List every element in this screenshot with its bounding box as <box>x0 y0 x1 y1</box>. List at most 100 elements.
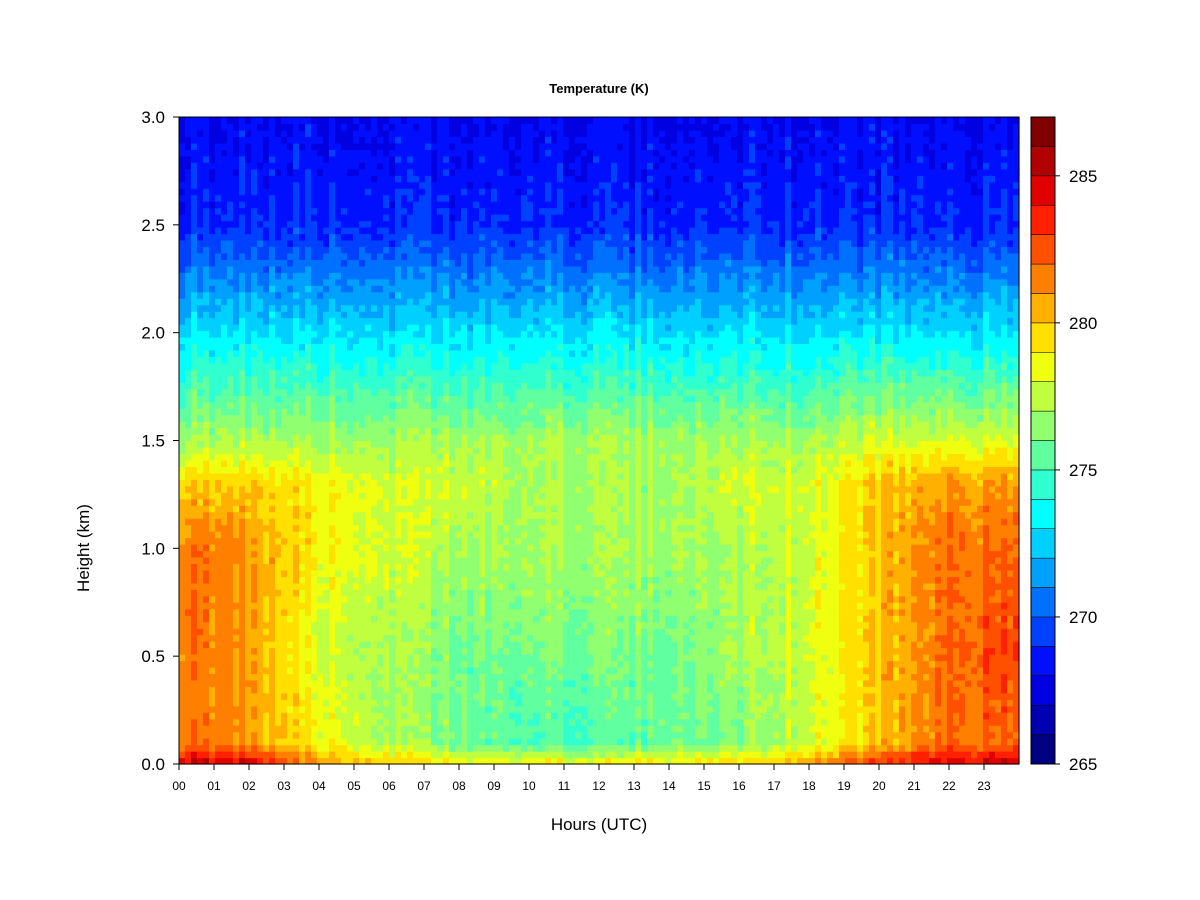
heatmap-cell <box>419 214 426 222</box>
heatmap-cell <box>239 362 246 370</box>
heatmap-cell <box>305 641 312 649</box>
heatmap-cell <box>263 233 270 241</box>
heatmap-cell <box>185 265 192 273</box>
heatmap-cell <box>377 647 384 655</box>
heatmap-cell <box>455 647 462 655</box>
heatmap-cell <box>389 427 396 435</box>
heatmap-cell <box>347 369 354 377</box>
heatmap-cell <box>473 278 480 286</box>
heatmap-cell <box>287 725 294 733</box>
heatmap-cell <box>461 362 468 370</box>
heatmap-cell <box>203 336 210 345</box>
heatmap-cell <box>269 757 276 765</box>
heatmap-cell <box>227 117 234 125</box>
heatmap-cell <box>233 414 240 422</box>
heatmap-cell <box>245 395 252 403</box>
heatmap-cell <box>197 537 204 545</box>
heatmap-cell <box>293 201 300 209</box>
heatmap-cell <box>263 421 270 429</box>
heatmap-cell <box>425 265 432 273</box>
heatmap-cell <box>263 304 270 312</box>
heatmap-cell <box>407 485 414 493</box>
heatmap-cell <box>329 686 336 694</box>
heatmap-cell <box>425 388 432 396</box>
heatmap-cell <box>197 324 204 332</box>
heatmap-cell <box>239 440 246 448</box>
heatmap-cell <box>311 582 318 590</box>
heatmap-cell <box>437 621 444 629</box>
heatmap-cell <box>215 265 222 273</box>
heatmap-cell <box>275 699 282 707</box>
heatmap-cell <box>389 725 396 733</box>
heatmap-cell <box>431 647 438 655</box>
heatmap-cell <box>311 505 318 513</box>
heatmap-cell <box>419 129 426 138</box>
heatmap-cell <box>251 744 258 752</box>
heatmap-cell <box>401 246 408 254</box>
heatmap-cell <box>239 744 246 752</box>
heatmap-cell <box>359 595 366 603</box>
heatmap-cell <box>461 188 468 196</box>
heatmap-cell <box>233 395 240 403</box>
heatmap-cell <box>245 712 252 720</box>
heatmap-cell <box>329 466 336 474</box>
heatmap-cell <box>203 349 210 357</box>
heatmap-cell <box>317 291 324 299</box>
heatmap-cell <box>281 628 288 636</box>
heatmap-cell <box>239 524 246 532</box>
heatmap-cell <box>473 472 480 480</box>
heatmap-cell <box>371 673 378 681</box>
heatmap-cell <box>221 466 228 474</box>
heatmap-cell <box>293 149 300 157</box>
heatmap-cell <box>263 369 270 377</box>
heatmap-cell <box>437 485 444 493</box>
heatmap-cell <box>311 744 318 752</box>
heatmap-cell <box>329 757 336 765</box>
heatmap-cell <box>329 511 336 519</box>
heatmap-cell <box>335 666 342 675</box>
heatmap-cell <box>455 252 462 260</box>
heatmap-cell <box>401 459 408 467</box>
heatmap-cell <box>281 544 288 552</box>
heatmap-cell <box>425 175 432 183</box>
heatmap-cell <box>353 731 360 739</box>
heatmap-cell <box>359 304 366 312</box>
heatmap-cell <box>389 207 396 215</box>
heatmap-cell <box>347 336 354 345</box>
heatmap-cell <box>383 531 390 539</box>
heatmap-cell <box>437 252 444 260</box>
heatmap-cell <box>305 757 312 765</box>
heatmap-cell <box>263 602 270 610</box>
heatmap-cell <box>191 291 198 299</box>
heatmap-cell <box>383 679 390 687</box>
heatmap-cell <box>383 408 390 416</box>
heatmap-cell <box>359 434 366 442</box>
heatmap-cell <box>281 252 288 260</box>
heatmap-cell <box>251 252 258 260</box>
heatmap-cell <box>197 265 204 273</box>
heatmap-cell <box>299 252 306 260</box>
heatmap-cell <box>419 654 426 662</box>
heatmap-cell <box>473 654 480 662</box>
heatmap-cell <box>179 621 186 629</box>
heatmap-cell <box>287 414 294 422</box>
heatmap-cell <box>257 285 264 293</box>
heatmap-cell <box>377 757 384 765</box>
heatmap-cell <box>365 278 372 286</box>
heatmap-cell <box>221 485 228 493</box>
heatmap-cell <box>305 524 312 532</box>
heatmap-cell <box>371 576 378 584</box>
heatmap-cell <box>371 492 378 500</box>
heatmap-cell <box>419 556 426 565</box>
heatmap-cell <box>329 679 336 687</box>
heatmap-cell <box>293 278 300 286</box>
heatmap-cell <box>335 317 342 325</box>
heatmap-cell <box>455 414 462 422</box>
heatmap-cell <box>197 544 204 552</box>
heatmap-cell <box>197 634 204 642</box>
heatmap-cell <box>413 641 420 649</box>
heatmap-cell <box>347 317 354 325</box>
heatmap-cell <box>413 272 420 280</box>
heatmap-cell <box>317 129 324 138</box>
heatmap-cell <box>407 136 414 144</box>
